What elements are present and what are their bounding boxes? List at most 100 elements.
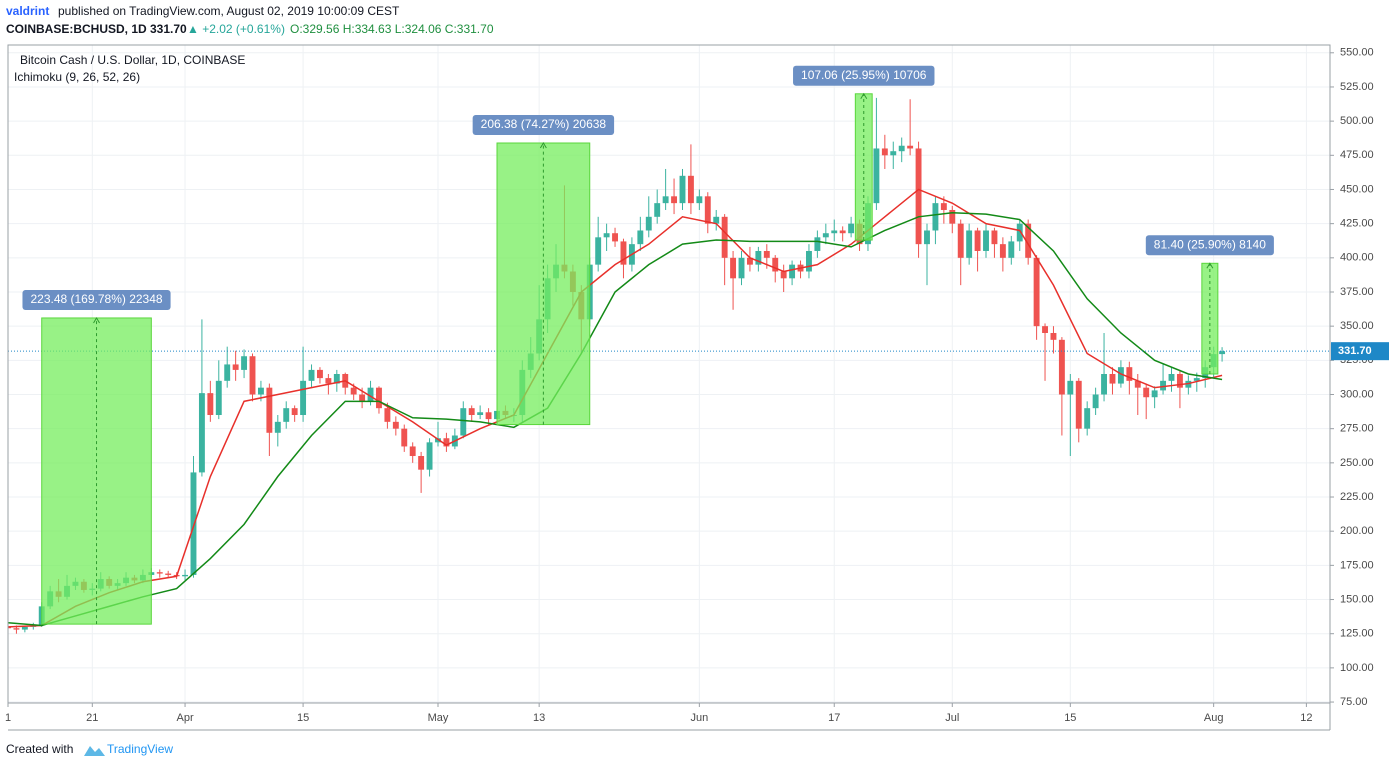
candle-body [1084, 408, 1091, 429]
candle-body [1016, 223, 1023, 242]
candle-body [1008, 241, 1015, 258]
candle-body [241, 356, 248, 370]
candle-body [224, 364, 231, 381]
x-tick-label: 15 [297, 712, 309, 724]
candle-body [620, 241, 627, 265]
candle-body [435, 438, 441, 443]
candle-body [359, 394, 366, 402]
candle-body [603, 233, 610, 238]
footer-created: Created with [6, 742, 73, 756]
candle-body [671, 196, 678, 204]
author[interactable]: valdrint [6, 4, 49, 18]
x-tick-label: 17 [828, 712, 840, 724]
candle-body [190, 472, 197, 575]
measure-label: 206.38 (74.27%) 20638 [472, 115, 615, 136]
candle-body [1109, 374, 1116, 384]
candle-body [1050, 332, 1057, 340]
footer-brand[interactable]: TradingView [107, 742, 173, 756]
candle-body [924, 230, 930, 245]
x-tick-label: 21 [86, 712, 98, 724]
measure-label-text: 223.48 (169.78%) 22348 [30, 292, 162, 306]
candle-body [198, 393, 205, 473]
candle-body [898, 145, 905, 152]
candle-body [932, 203, 939, 231]
candle-body [257, 387, 264, 395]
candle-body [738, 257, 745, 279]
y-tick-label: 425.00 [1340, 218, 1374, 230]
y-tick-label: 125.00 [1340, 628, 1374, 640]
candle-body [1134, 380, 1141, 388]
candle-body [873, 148, 880, 204]
y-tick-label: 275.00 [1340, 423, 1374, 435]
candle-body [831, 230, 838, 234]
candle-body [1219, 351, 1226, 355]
candle-body [1092, 394, 1099, 409]
candle-body [789, 264, 796, 279]
candle-body [662, 196, 669, 204]
candle-body [1193, 378, 1200, 381]
logo [84, 746, 105, 756]
x-tick-label: Aug [1204, 712, 1224, 724]
candle-body [207, 393, 214, 416]
measure-label: 223.48 (169.78%) 22348 [22, 289, 171, 310]
legend-title: Bitcoin Cash / U.S. Dollar, 1D, COINBASE [20, 53, 245, 67]
measure-label-bg [472, 115, 615, 136]
measure-arrow-head [1206, 262, 1214, 269]
candle-body [890, 151, 897, 156]
ohlc: O:329.56 H:334.63 L:324.06 C:331.70 [290, 22, 494, 36]
candle-body [1101, 374, 1107, 395]
measure-arrow-head [860, 92, 868, 100]
candle-body [839, 230, 846, 234]
candle-body [232, 364, 239, 370]
candle-body [983, 230, 989, 251]
candle-body [848, 223, 855, 234]
symbol: COINBASE:BCHUSD, 1D 331.70 [6, 22, 187, 36]
candle-body [1067, 380, 1074, 395]
candle-body [687, 175, 694, 204]
candle-body [1075, 380, 1082, 429]
candle-body [645, 216, 652, 231]
candle-body [940, 203, 947, 210]
candle-body [443, 438, 450, 447]
measure-label-text: 206.38 (74.27%) 20638 [481, 117, 607, 131]
measure-arrow-head [539, 142, 547, 149]
candle-body [308, 369, 315, 381]
candle-body [780, 271, 787, 279]
candle-body [1033, 257, 1040, 327]
candle-body [957, 223, 964, 258]
y-tick-label: 550.00 [1340, 47, 1374, 59]
candle-body [814, 237, 821, 251]
candle-body [418, 456, 425, 470]
measure-label-bg [793, 65, 935, 86]
candle-body [974, 230, 981, 251]
legend-indicator: Ichimoku (9, 26, 52, 26) [14, 70, 140, 84]
measure-arrow-head [93, 316, 100, 324]
candle-body [274, 421, 281, 433]
candle-body [1151, 390, 1158, 398]
last-price-bg [1331, 342, 1389, 361]
published: published on TradingView.com, August 02,… [58, 4, 400, 18]
candle-body [249, 356, 256, 395]
y-tick-label: 75.00 [1340, 696, 1368, 708]
candle-body [266, 387, 273, 433]
candle-body [350, 387, 357, 395]
candle-body [156, 572, 163, 574]
last-price-label: 331.70 [1338, 345, 1372, 357]
candle-body [746, 257, 753, 265]
candle-body [713, 216, 720, 224]
candle-body [1025, 223, 1032, 258]
plot [8, 45, 1330, 703]
x-tick-label: 12 [1300, 712, 1312, 724]
y-tick-label: 100.00 [1340, 662, 1374, 674]
candle-body [881, 148, 888, 156]
y-tick-label: 500.00 [1340, 115, 1374, 127]
measure-label: 81.40 (25.90%) 8140 [1145, 235, 1274, 256]
candle-body [999, 244, 1006, 258]
candle-body [822, 233, 829, 238]
candle-body [763, 250, 770, 258]
candle-body [704, 196, 711, 224]
indicator-line [8, 188, 1223, 628]
y-tick-label: 200.00 [1340, 525, 1374, 537]
candle-body [730, 257, 737, 279]
